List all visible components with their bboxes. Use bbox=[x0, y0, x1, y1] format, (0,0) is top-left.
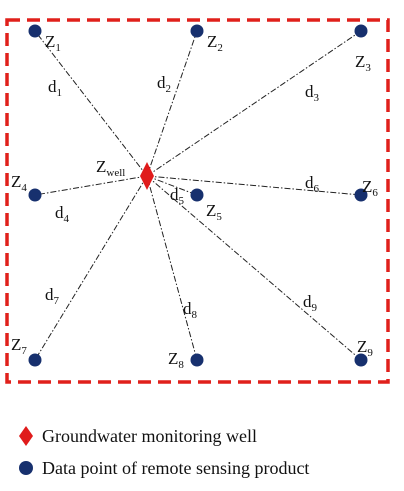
navy-dot-icon bbox=[19, 461, 33, 475]
distance-label-d7: d7 bbox=[45, 285, 60, 307]
distance-line-d8 bbox=[146, 175, 198, 361]
data-point-z9 bbox=[354, 353, 368, 367]
data-point-z6 bbox=[354, 188, 368, 202]
point-label-z6: Z6 bbox=[362, 177, 378, 199]
point-label-z5: Z5 bbox=[206, 201, 222, 223]
data-point-z5 bbox=[190, 188, 204, 202]
distance-label-d6: d6 bbox=[305, 173, 320, 195]
distance-line-d9 bbox=[146, 175, 362, 361]
data-point-z2 bbox=[190, 24, 204, 38]
point-label-z2: Z2 bbox=[207, 32, 223, 54]
distance-label-d9: d9 bbox=[303, 292, 318, 314]
data-point-z1 bbox=[28, 24, 42, 38]
well-label: Zwell bbox=[96, 157, 125, 179]
well-point-diagram: Z1 d1 Z2 d2 Z3 d3 Z4 d4 Z5 d5 Z6 d6 Z7 d7 Z8 d8 Z9 d9 Zwe… bbox=[5, 18, 390, 384]
legend-item-well: Groundwater monitoring well bbox=[18, 424, 257, 448]
red-diamond-icon bbox=[19, 426, 33, 446]
data-point-z7 bbox=[28, 353, 42, 367]
data-point-z4 bbox=[28, 188, 42, 202]
distance-line-d7 bbox=[34, 175, 148, 361]
distance-line-d5 bbox=[146, 175, 198, 196]
distance-line-d2 bbox=[146, 30, 198, 177]
point-label-z4: Z4 bbox=[11, 172, 27, 194]
point-label-z8: Z8 bbox=[168, 349, 184, 371]
data-point-z8 bbox=[190, 353, 204, 367]
distance-label-d5: d5 bbox=[170, 185, 185, 207]
distance-line-d4 bbox=[34, 175, 148, 196]
point-label-z3: Z3 bbox=[355, 52, 371, 74]
point-label-z1: Z1 bbox=[45, 32, 61, 54]
groundwater-well-marker bbox=[140, 162, 154, 190]
distance-line-d3 bbox=[146, 30, 362, 177]
legend-well-text: Groundwater monitoring well bbox=[42, 425, 257, 446]
distance-label-d8: d8 bbox=[183, 299, 198, 321]
distance-label-d3: d3 bbox=[305, 82, 320, 104]
distance-line-d1 bbox=[34, 30, 148, 177]
distance-line-d6 bbox=[146, 175, 362, 196]
legend-point-text: Data point of remote sensing product bbox=[42, 457, 310, 478]
distance-label-d4: d4 bbox=[55, 203, 70, 225]
distance-label-d2: d2 bbox=[157, 73, 171, 95]
data-point-z3 bbox=[354, 24, 368, 38]
study-area-boundary bbox=[5, 18, 390, 384]
legend-item-data-point: Data point of remote sensing product bbox=[18, 456, 309, 480]
point-label-z9: Z9 bbox=[357, 337, 373, 359]
distance-label-d1: d1 bbox=[48, 77, 62, 99]
point-label-z7: Z7 bbox=[11, 335, 27, 357]
